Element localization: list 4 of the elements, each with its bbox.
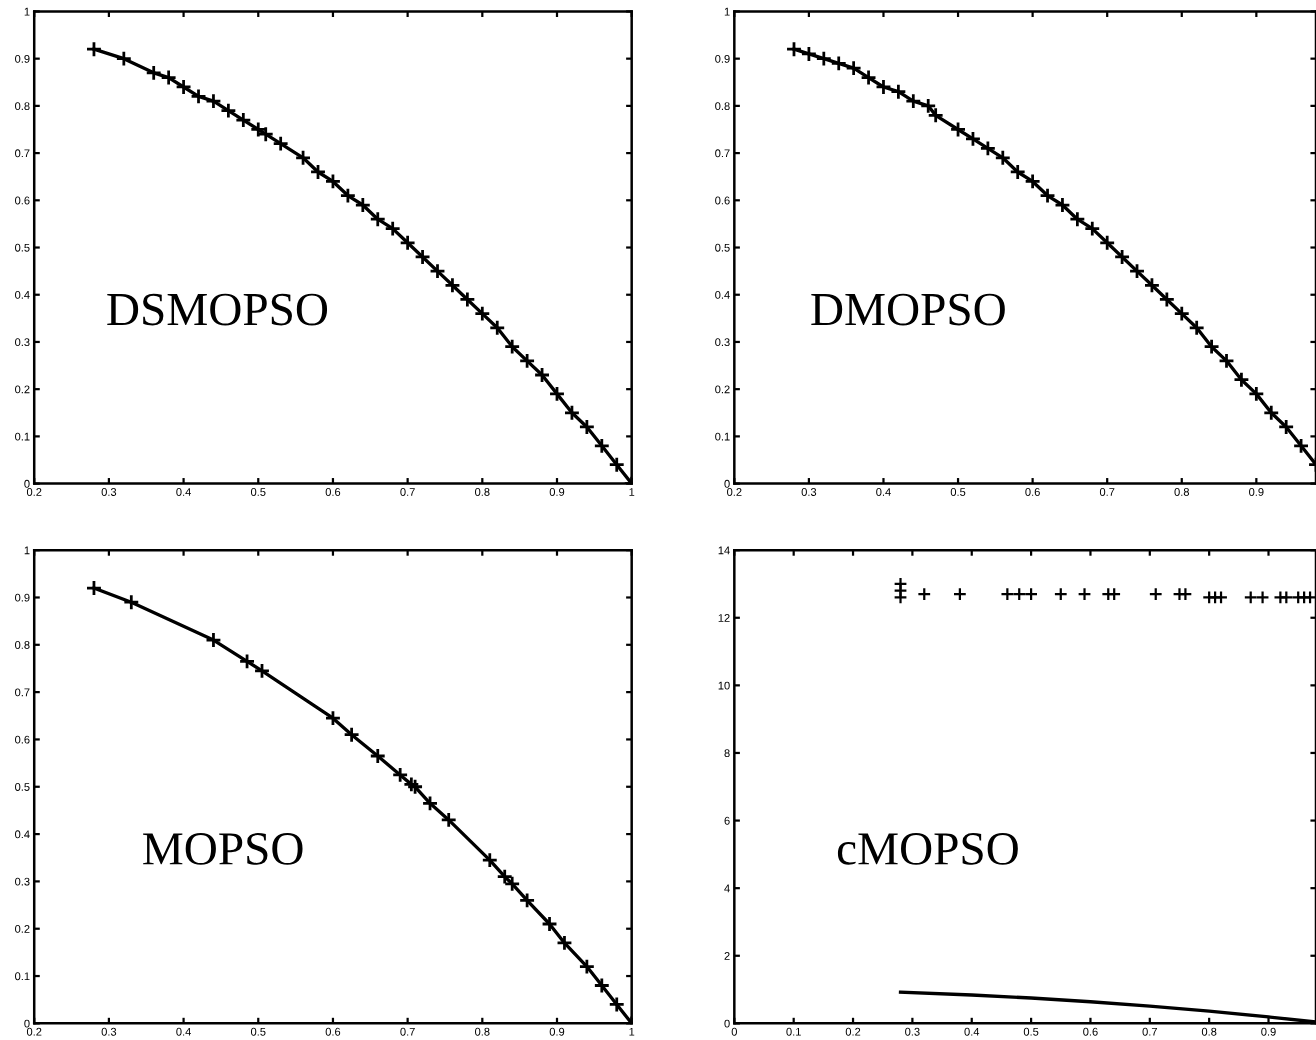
annotation: MOPSO xyxy=(143,833,303,865)
annotation: DSMOPSO xyxy=(107,293,328,326)
annotation: cMOPSO xyxy=(837,833,1018,865)
annotation: DMOPSO xyxy=(811,293,1005,326)
